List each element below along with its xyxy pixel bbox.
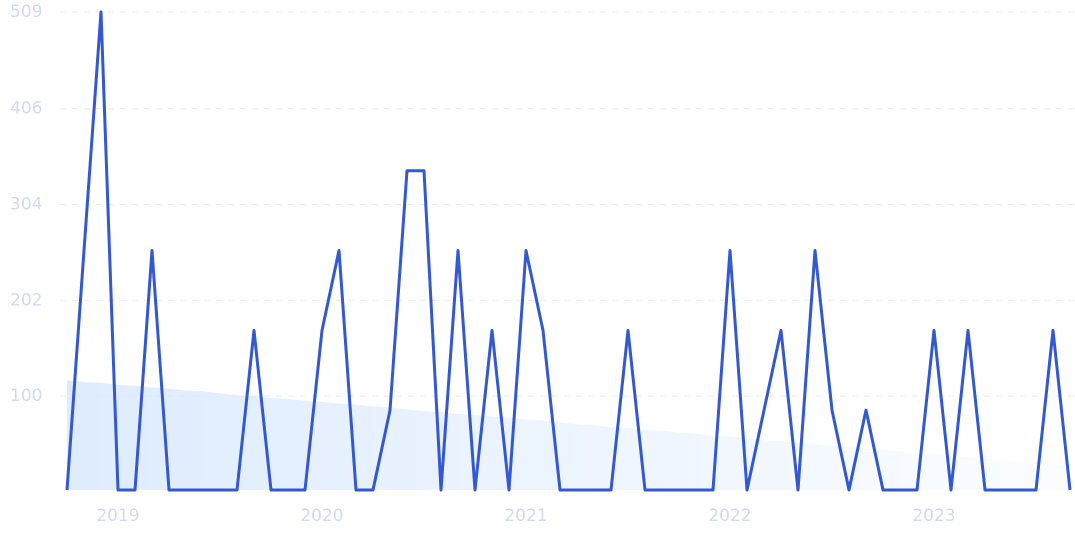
x-tick-label: 2019	[96, 506, 139, 526]
y-tick-label: 100	[10, 386, 42, 406]
x-tick-label: 2022	[708, 506, 751, 526]
y-tick-label: 406	[10, 99, 42, 119]
y-tick-label: 509	[10, 2, 42, 22]
series-line	[65, 10, 1072, 492]
trend-area	[67, 380, 1070, 490]
x-tick-label: 2020	[300, 506, 343, 526]
y-tick-label: 202	[10, 290, 42, 310]
y-tick-label: 304	[10, 195, 42, 215]
x-tick-label: 2021	[504, 506, 547, 526]
x-tick-label: 2023	[912, 506, 955, 526]
